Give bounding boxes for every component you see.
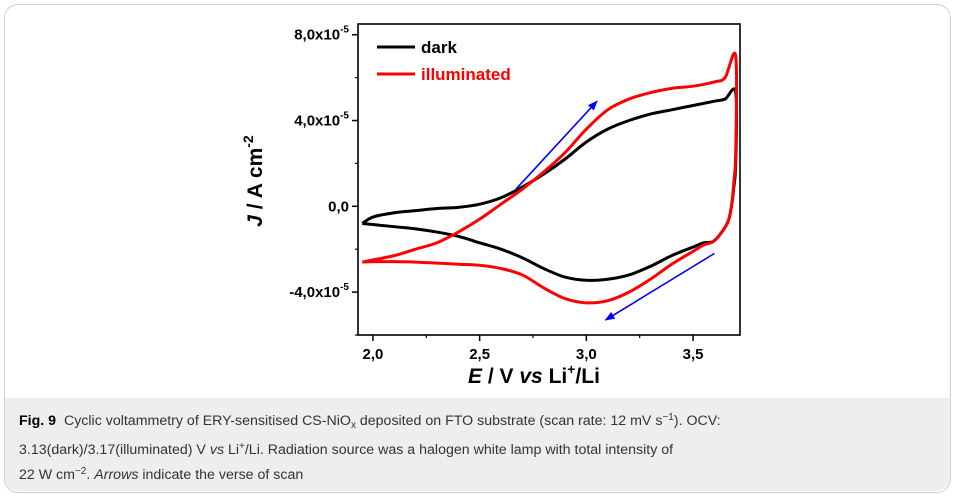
plot-border bbox=[357, 23, 741, 336]
y-tick-label: 4,0x10-5 bbox=[294, 111, 349, 130]
x-axis: 2,0 2,5 3,0 3,5 bbox=[363, 335, 704, 363]
legend: dark illuminated bbox=[377, 38, 511, 84]
x-tick-label: 2,0 bbox=[363, 346, 384, 363]
y-axis-title: J / A cm-2 bbox=[240, 135, 267, 227]
caption-line-1: Fig. 9 Cyclic voltammetry of ERY-sensiti… bbox=[19, 412, 721, 431]
series-layer bbox=[361, 51, 739, 305]
series-dark-line bbox=[361, 87, 739, 282]
reverse-scan-arrow bbox=[604, 252, 715, 321]
cyclic-voltammetry-chart: 2,0 2,5 3,0 3,5 -4,0x10-5 0,0 4,0x10-5 8,0x10-… bbox=[240, 23, 741, 388]
plot-area bbox=[357, 23, 741, 336]
y-tick-label: 0,0 bbox=[328, 198, 349, 215]
caption-line-3: 22 W cm−2. Arrows indicate the verse of … bbox=[19, 466, 304, 483]
x-tick-label: 2,5 bbox=[469, 346, 490, 363]
legend-label-illuminated: illuminated bbox=[421, 65, 511, 84]
y-tick-label: 8,0x10-5 bbox=[294, 25, 349, 44]
x-tick-label: 3,5 bbox=[683, 346, 704, 363]
forward-scan-arrow bbox=[515, 100, 598, 190]
legend-label-dark: dark bbox=[421, 38, 457, 57]
annotation-layer bbox=[515, 100, 715, 321]
series-illuminated-line bbox=[361, 51, 739, 305]
x-tick-label: 3,0 bbox=[576, 346, 597, 363]
x-axis-title: E / V vs Li+/Li bbox=[468, 361, 600, 388]
figure-label: Fig. 9 bbox=[19, 413, 57, 429]
caption-line-2: 3.13(dark)/3.17(illuminated) V vs Li+/Li… bbox=[19, 441, 674, 458]
y-axis: -4,0x10-5 0,0 4,0x10-5 8,0x10-5 bbox=[289, 25, 358, 336]
y-tick-label: -4,0x10-5 bbox=[289, 282, 349, 301]
figure-caption: Fig. 9 Cyclic voltammetry of ERY-sensiti… bbox=[5, 398, 950, 491]
